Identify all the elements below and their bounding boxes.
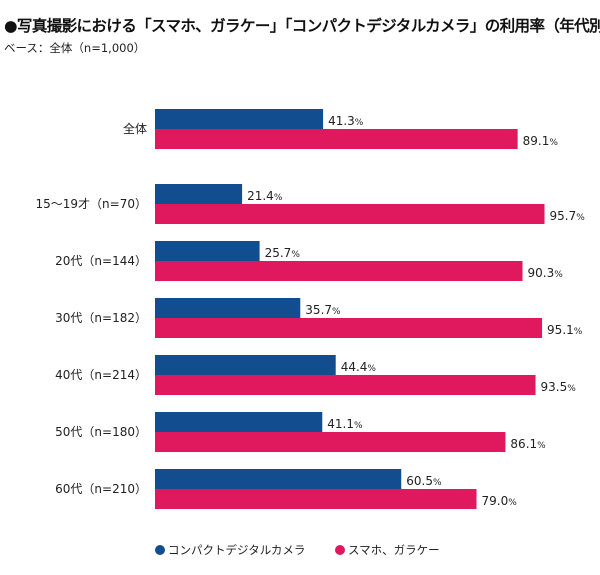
chart-title: ●写真撮影における「スマホ、ガラケー」「コンパクトデジタルカメラ」の利用率（年代…	[4, 17, 600, 35]
data-label: 95.1%	[547, 323, 583, 337]
category-label: 15～19才（n=70）	[36, 197, 147, 211]
bar	[155, 241, 260, 261]
bar	[155, 204, 545, 224]
bar	[155, 261, 523, 281]
category-label: 30代（n=182）	[55, 311, 147, 325]
data-label: 86.1%	[510, 437, 546, 451]
data-label: 44.4%	[341, 360, 377, 374]
bar	[155, 412, 323, 432]
category-label: 40代（n=214）	[55, 368, 147, 382]
bar	[155, 489, 477, 509]
data-label: 21.4%	[247, 189, 283, 203]
data-label: 60.5%	[406, 474, 442, 488]
legend-label: スマホ、ガラケー	[348, 543, 440, 557]
category-label: 20代（n=144）	[55, 254, 147, 268]
category-label: 全体	[123, 121, 147, 136]
bar	[155, 109, 324, 129]
bar	[155, 355, 336, 375]
category-label: 60代（n=210）	[55, 482, 147, 496]
bar	[155, 298, 301, 318]
legend-label: コンパクトデジタルカメラ	[168, 543, 305, 557]
legend-marker	[335, 545, 345, 555]
chart-subtitle: ベース：全体（n=1,000）	[4, 41, 146, 55]
category-label: 50代（n=180）	[55, 425, 147, 439]
data-label: 35.7%	[305, 303, 341, 317]
bar	[155, 129, 518, 149]
data-label: 90.3%	[528, 266, 564, 280]
data-label: 41.1%	[327, 417, 363, 431]
data-label: 89.1%	[523, 134, 559, 148]
data-label: 95.7%	[549, 209, 585, 223]
data-label: 25.7%	[265, 246, 301, 260]
bar	[155, 184, 243, 204]
legend-marker	[155, 545, 165, 555]
data-label: 93.5%	[541, 380, 577, 394]
bar	[155, 375, 536, 395]
bar	[155, 432, 506, 452]
bar	[155, 318, 543, 338]
bar	[155, 469, 402, 489]
data-label: 79.0%	[482, 494, 518, 508]
data-label: 41.3%	[328, 114, 364, 128]
